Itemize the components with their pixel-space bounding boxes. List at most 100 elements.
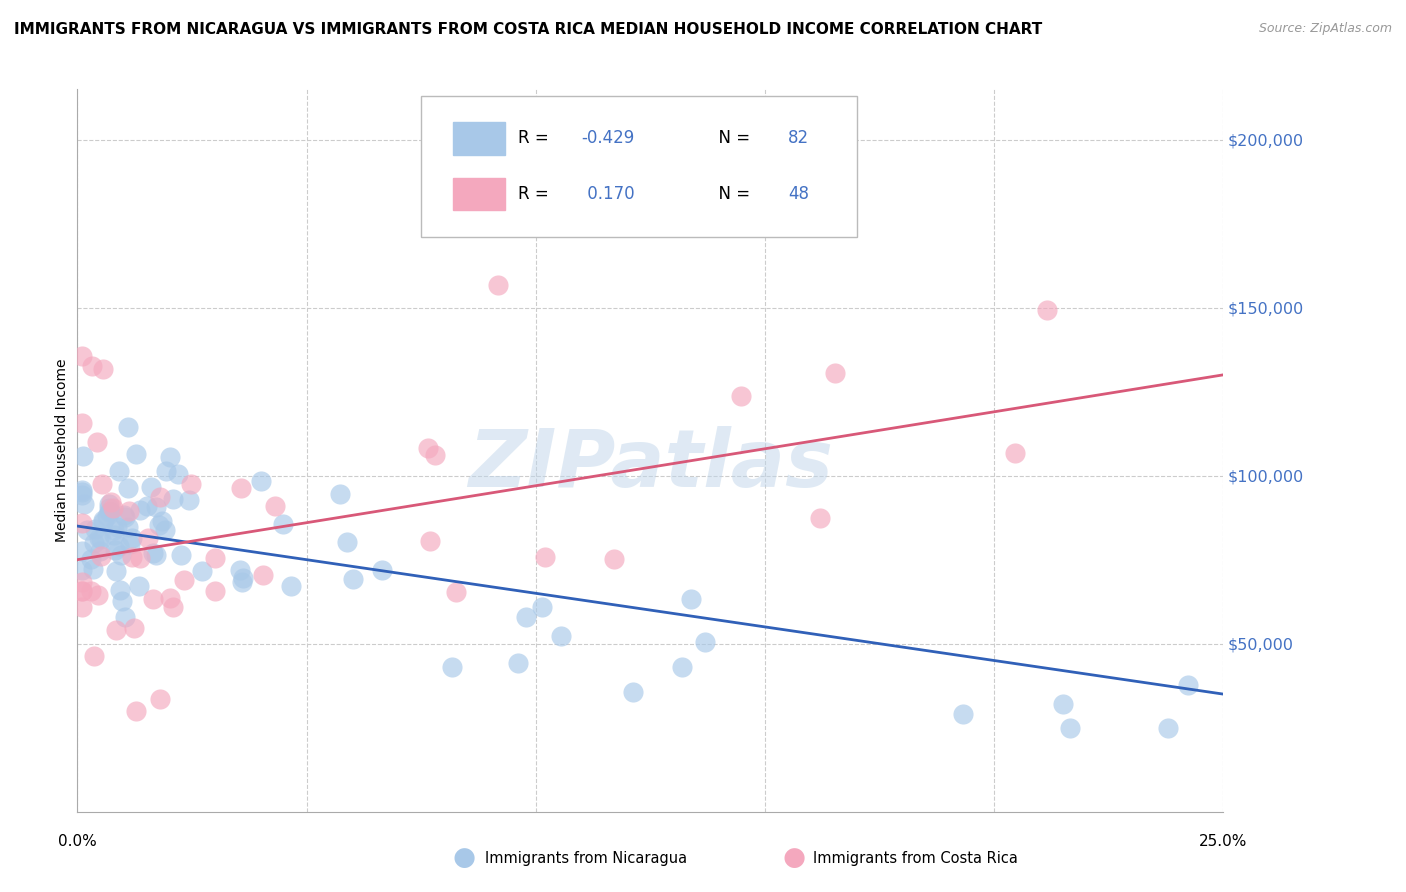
Point (117, 420, 139, 434)
Point (342, 572, 364, 586)
Point (179, 493, 201, 508)
Point (108, 583, 131, 598)
Point (121, 549, 143, 564)
Point (129, 502, 152, 516)
Point (128, 579, 150, 593)
Point (1052, 697, 1074, 711)
Point (70, 544, 93, 558)
Point (82, 562, 104, 576)
Point (104, 565, 127, 579)
Point (534, 549, 557, 564)
Point (231, 574, 253, 589)
Point (86, 434, 108, 449)
Bar (453, 178, 505, 211)
Point (70, 575, 93, 590)
Point (621, 685, 644, 699)
Point (87, 531, 110, 545)
Point (70, 600, 93, 615)
Text: N =: N = (707, 129, 755, 147)
Point (70, 584, 93, 599)
Point (84, 522, 107, 536)
Point (180, 477, 202, 491)
Point (486, 277, 509, 292)
Point (730, 389, 752, 403)
Point (121, 531, 143, 545)
Point (162, 599, 184, 614)
Point (120, 537, 142, 551)
Point (148, 517, 170, 532)
Point (530, 600, 553, 615)
Point (150, 515, 173, 529)
Point (232, 571, 254, 585)
Point (681, 591, 703, 606)
Point (145, 500, 167, 514)
Point (515, 610, 537, 624)
Point (273, 517, 295, 532)
Text: N =: N = (707, 185, 755, 203)
Point (105, 520, 128, 534)
Point (122, 621, 145, 635)
Point (114, 609, 136, 624)
Point (136, 531, 159, 545)
Point (89, 544, 111, 558)
Point (425, 448, 447, 462)
Point (105, 623, 128, 637)
Point (264, 499, 287, 513)
Point (1036, 303, 1059, 318)
Text: -0.429: -0.429 (582, 129, 634, 147)
Point (142, 546, 165, 560)
Point (336, 535, 359, 549)
Point (117, 481, 139, 495)
Point (112, 508, 135, 523)
Point (440, 660, 463, 674)
Point (149, 490, 172, 504)
Bar (453, 122, 505, 154)
Point (329, 487, 352, 501)
Point (550, 629, 572, 643)
Point (114, 510, 136, 524)
Point (110, 548, 132, 562)
Point (170, 548, 193, 562)
Text: ZIPatlas: ZIPatlas (468, 425, 832, 504)
Text: 82: 82 (787, 129, 808, 147)
Point (91, 362, 114, 376)
Point (229, 563, 252, 577)
Point (142, 592, 165, 607)
Text: R =: R = (519, 185, 554, 203)
Text: ●: ● (453, 845, 475, 871)
Point (1059, 721, 1081, 735)
Point (80, 584, 103, 599)
Point (952, 707, 974, 722)
Point (103, 501, 125, 516)
Point (370, 563, 392, 577)
Text: 48: 48 (787, 185, 808, 203)
Point (135, 500, 157, 514)
Point (73, 497, 96, 511)
Point (416, 441, 439, 455)
Point (139, 480, 162, 494)
Point (70, 516, 93, 530)
Point (125, 704, 148, 718)
Point (83, 535, 105, 549)
Point (229, 481, 252, 495)
Text: Immigrants from Nicaragua: Immigrants from Nicaragua (485, 851, 688, 865)
Point (90, 477, 112, 491)
Point (98, 505, 121, 519)
Point (603, 552, 626, 566)
Point (91, 516, 114, 530)
Point (82, 359, 104, 374)
Point (70, 416, 93, 430)
Point (148, 692, 170, 706)
Point (87, 588, 110, 602)
Point (125, 447, 148, 461)
Point (70, 483, 93, 497)
Text: IMMIGRANTS FROM NICARAGUA VS IMMIGRANTS FROM COSTA RICA MEDIAN HOUSEHOLD INCOME : IMMIGRANTS FROM NICARAGUA VS IMMIGRANTS … (14, 22, 1042, 37)
Point (70, 583, 93, 598)
Point (117, 520, 139, 534)
Point (444, 585, 467, 599)
Text: Immigrants from Costa Rica: Immigrants from Costa Rica (813, 851, 1018, 865)
Point (104, 543, 127, 558)
Point (155, 464, 177, 478)
Point (1157, 721, 1180, 735)
Point (204, 584, 226, 599)
